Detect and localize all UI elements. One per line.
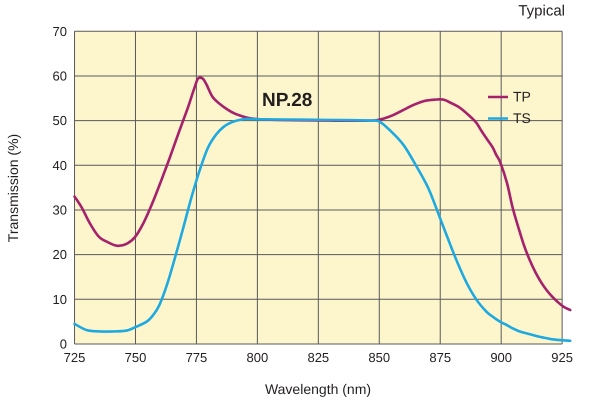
svg-text:825: 825 [307, 350, 329, 365]
svg-text:925: 925 [551, 350, 573, 365]
svg-text:900: 900 [490, 350, 512, 365]
svg-text:40: 40 [53, 158, 67, 173]
svg-text:50: 50 [53, 113, 67, 128]
svg-text:30: 30 [53, 203, 67, 218]
svg-text:20: 20 [53, 247, 67, 262]
svg-text:Wavelength (nm): Wavelength (nm) [265, 381, 371, 397]
svg-text:800: 800 [247, 350, 269, 365]
svg-text:70: 70 [53, 24, 67, 39]
svg-text:750: 750 [125, 350, 147, 365]
svg-text:875: 875 [429, 350, 451, 365]
svg-text:Transmission (%): Transmission (%) [5, 134, 21, 242]
svg-text:725: 725 [64, 350, 86, 365]
svg-text:Typical: Typical [518, 3, 565, 20]
svg-text:775: 775 [186, 350, 208, 365]
svg-text:TP: TP [513, 89, 531, 105]
svg-text:TS: TS [513, 110, 531, 126]
svg-text:NP.28: NP.28 [262, 90, 312, 111]
svg-text:850: 850 [368, 350, 390, 365]
svg-text:10: 10 [53, 292, 67, 307]
svg-text:60: 60 [53, 68, 67, 83]
